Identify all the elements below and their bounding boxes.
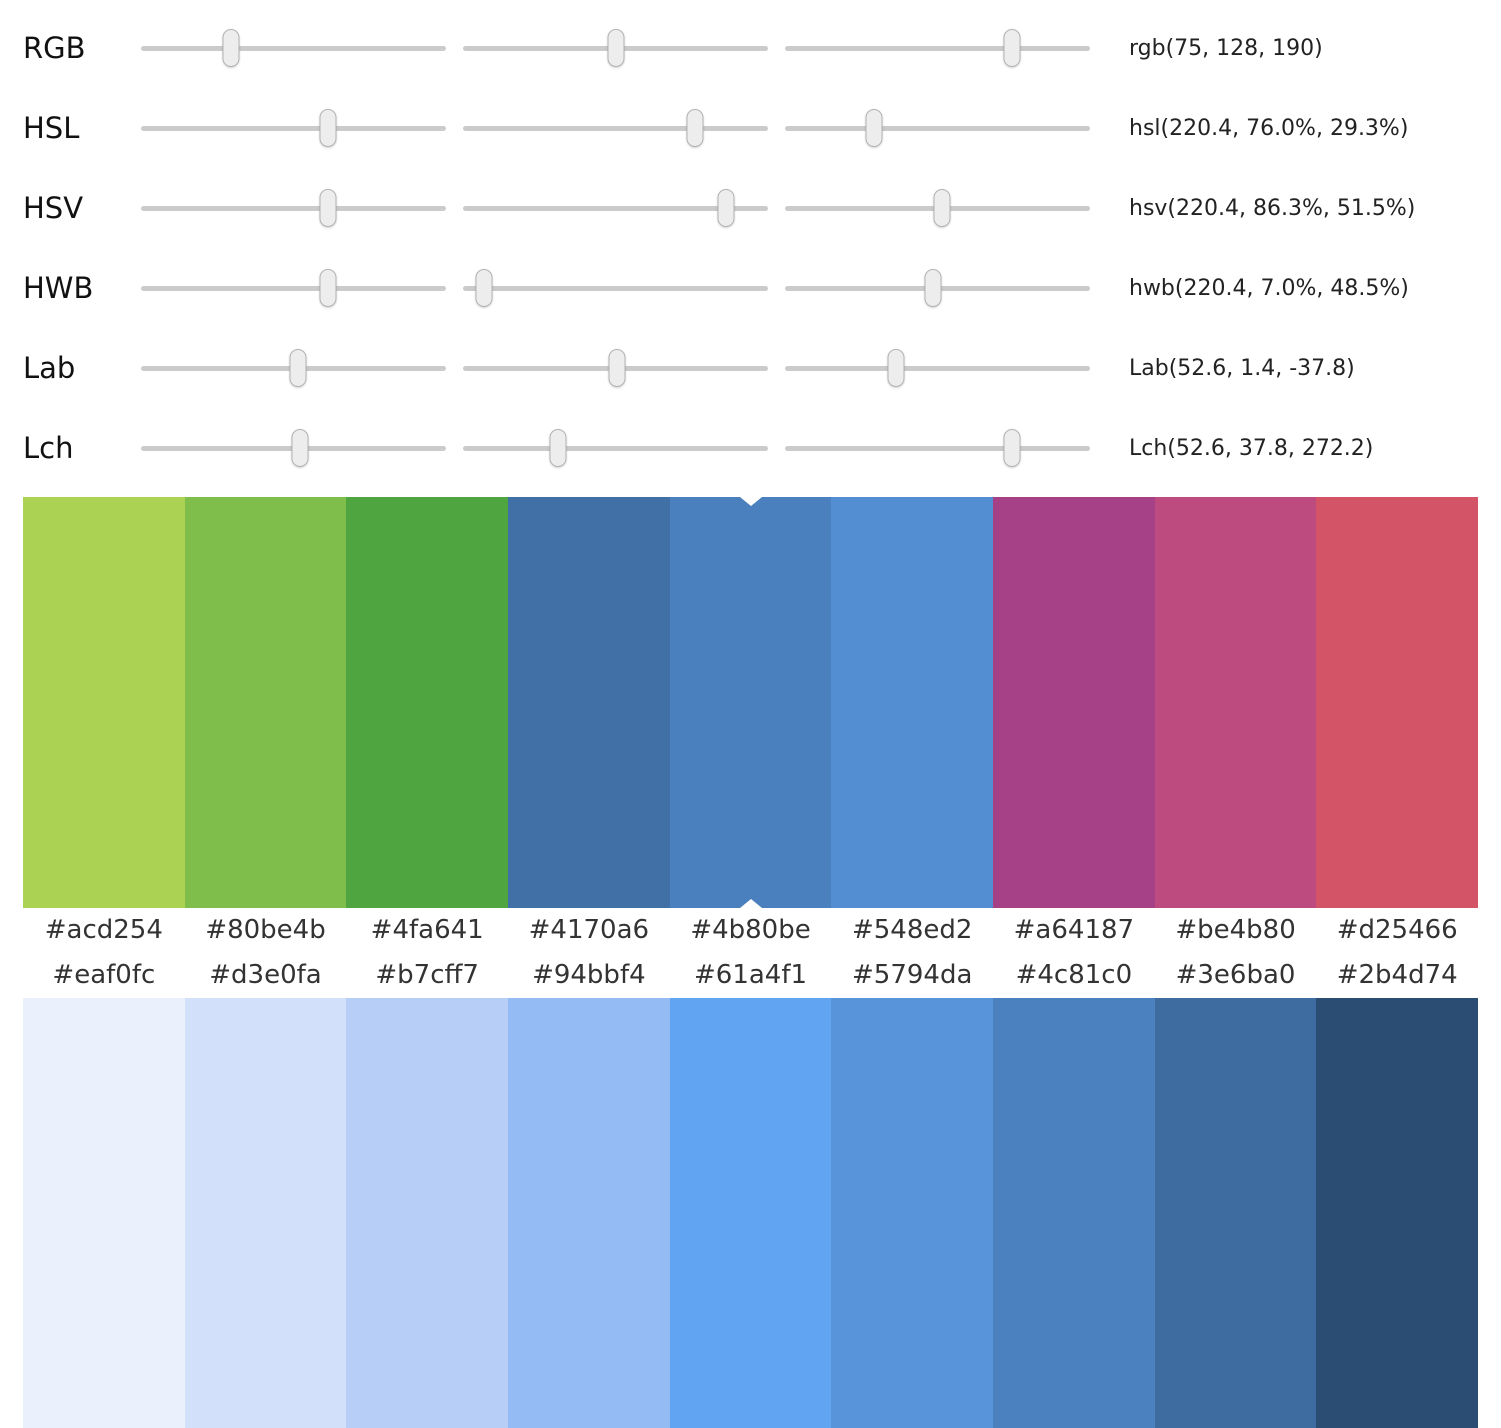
slider-thumb[interactable] bbox=[1003, 29, 1021, 67]
palette-swatch[interactable] bbox=[669, 998, 832, 1428]
hex-label: #548ed2 bbox=[851, 915, 973, 945]
palette-swatch[interactable] bbox=[184, 497, 347, 908]
slider-thumb[interactable] bbox=[222, 29, 240, 67]
slider-row-lch: Lch Lch(52.6, 37.8, 272.2) bbox=[23, 408, 1501, 488]
colorspace-label: HSV bbox=[23, 191, 84, 225]
hex-label: #61a4f1 bbox=[694, 960, 808, 990]
palette-swatch[interactable] bbox=[993, 497, 1155, 908]
slider-thumb[interactable] bbox=[319, 109, 337, 147]
rgb-r-slider-track[interactable] bbox=[141, 29, 446, 67]
palette-swatch[interactable] bbox=[184, 998, 347, 1428]
hsv-v-slider-track[interactable] bbox=[785, 189, 1090, 227]
hex-label: #80be4b bbox=[205, 915, 326, 945]
palette-swatch[interactable] bbox=[1154, 497, 1317, 908]
selection-caret-bottom-icon bbox=[739, 899, 762, 908]
hsl-h-slider-track[interactable] bbox=[141, 109, 446, 147]
color-value-text: Lab(52.6, 1.4, -37.8) bbox=[1129, 355, 1355, 381]
hex-label: #4b80be bbox=[690, 915, 811, 945]
palette-swatch[interactable] bbox=[346, 998, 509, 1428]
palette-swatch[interactable] bbox=[23, 998, 185, 1428]
slider-thumb[interactable] bbox=[865, 109, 883, 147]
palette-swatch[interactable] bbox=[831, 497, 994, 908]
hex-label: #3e6ba0 bbox=[1175, 960, 1296, 990]
selection-caret-top-icon bbox=[739, 497, 762, 506]
slider-row-lab: Lab Lab(52.6, 1.4, -37.8) bbox=[23, 328, 1501, 408]
lch-c-slider-track[interactable] bbox=[463, 429, 768, 467]
hex-label: #4170a6 bbox=[528, 915, 650, 945]
slider-row-hsv: HSV hsv(220.4, 86.3%, 51.5%) bbox=[23, 168, 1501, 248]
slider-thumb[interactable] bbox=[289, 349, 307, 387]
lch-l-slider-track[interactable] bbox=[141, 429, 446, 467]
slider-row-hsl: HSL hsl(220.4, 76.0%, 29.3%) bbox=[23, 88, 1501, 168]
hwb-w-slider-track[interactable] bbox=[463, 269, 768, 307]
hsv-s-slider-track[interactable] bbox=[463, 189, 768, 227]
palette-swatch[interactable] bbox=[831, 998, 994, 1428]
hex-label: #eaf0fc bbox=[52, 960, 156, 990]
slider-thumb[interactable] bbox=[1003, 429, 1021, 467]
slider-thumb[interactable] bbox=[319, 189, 337, 227]
palette-swatch[interactable] bbox=[23, 497, 185, 908]
lab-a-slider-track[interactable] bbox=[463, 349, 768, 387]
slider-thumb[interactable] bbox=[607, 29, 625, 67]
palette-swatch[interactable] bbox=[1154, 998, 1317, 1428]
colorspace-label: HSL bbox=[23, 111, 80, 145]
colorspace-label: HWB bbox=[23, 271, 94, 305]
colorspace-sliders: RGB rgb(75, 128, 190) HSL hsl(220.4, 76.… bbox=[0, 0, 1501, 488]
slider-thumb[interactable] bbox=[475, 269, 493, 307]
hex-label: #b7cff7 bbox=[375, 960, 479, 990]
slider-thumb[interactable] bbox=[608, 349, 626, 387]
hue-hex-label-row: #acd254 #80be4b #4fa641 #4170a6 #4b80be … bbox=[23, 908, 1478, 953]
palette-swatch[interactable] bbox=[993, 998, 1155, 1428]
colorspace-label: RGB bbox=[23, 31, 86, 65]
hex-label: #2b4d74 bbox=[1336, 960, 1458, 990]
hex-label: #d3e0fa bbox=[209, 960, 322, 990]
tone-hex-label-row: #eaf0fc #d3e0fa #b7cff7 #94bbf4 #61a4f1 … bbox=[23, 953, 1478, 998]
hex-label: #94bbf4 bbox=[532, 960, 646, 990]
color-value-text: hwb(220.4, 7.0%, 48.5%) bbox=[1129, 275, 1409, 301]
lab-b-slider-track[interactable] bbox=[785, 349, 1090, 387]
hex-label: #acd254 bbox=[44, 915, 163, 945]
slider-thumb[interactable] bbox=[717, 189, 735, 227]
hsl-l-slider-track[interactable] bbox=[785, 109, 1090, 147]
tone-palette bbox=[23, 998, 1479, 1428]
rgb-g-slider-track[interactable] bbox=[463, 29, 768, 67]
lab-l-slider-track[interactable] bbox=[141, 349, 446, 387]
hex-label: #4fa641 bbox=[370, 915, 484, 945]
slider-thumb[interactable] bbox=[291, 429, 309, 467]
palette-swatch-selected[interactable] bbox=[669, 497, 832, 908]
hsv-h-slider-track[interactable] bbox=[141, 189, 446, 227]
slider-thumb[interactable] bbox=[549, 429, 567, 467]
palette-swatch[interactable] bbox=[1316, 998, 1479, 1428]
colorspace-label: Lab bbox=[23, 351, 76, 385]
rgb-b-slider-track[interactable] bbox=[785, 29, 1090, 67]
color-value-text: hsv(220.4, 86.3%, 51.5%) bbox=[1129, 195, 1416, 221]
color-value-text: Lch(52.6, 37.8, 272.2) bbox=[1129, 435, 1374, 461]
palette-swatch[interactable] bbox=[1316, 497, 1479, 908]
hex-label: #d25466 bbox=[1336, 915, 1458, 945]
hex-label: #5794da bbox=[852, 960, 973, 990]
hex-label: #4c81c0 bbox=[1015, 960, 1133, 990]
hue-palette bbox=[23, 497, 1479, 908]
slider-thumb[interactable] bbox=[887, 349, 905, 387]
slider-thumb[interactable] bbox=[924, 269, 942, 307]
slider-thumb[interactable] bbox=[933, 189, 951, 227]
color-value-text: hsl(220.4, 76.0%, 29.3%) bbox=[1129, 115, 1409, 141]
color-value-text: rgb(75, 128, 190) bbox=[1129, 35, 1323, 61]
slider-thumb[interactable] bbox=[319, 269, 337, 307]
hex-label: #be4b80 bbox=[1175, 915, 1296, 945]
hwb-h-slider-track[interactable] bbox=[141, 269, 446, 307]
palette-swatch[interactable] bbox=[346, 497, 509, 908]
slider-row-rgb: RGB rgb(75, 128, 190) bbox=[23, 8, 1501, 88]
palette-swatch[interactable] bbox=[508, 998, 670, 1428]
hwb-b-slider-track[interactable] bbox=[785, 269, 1090, 307]
slider-row-hwb: HWB hwb(220.4, 7.0%, 48.5%) bbox=[23, 248, 1501, 328]
colorspace-label: Lch bbox=[23, 431, 74, 465]
lch-h-slider-track[interactable] bbox=[785, 429, 1090, 467]
hex-label: #a64187 bbox=[1013, 915, 1135, 945]
slider-thumb[interactable] bbox=[686, 109, 704, 147]
palette-swatch[interactable] bbox=[508, 497, 670, 908]
hsl-s-slider-track[interactable] bbox=[463, 109, 768, 147]
